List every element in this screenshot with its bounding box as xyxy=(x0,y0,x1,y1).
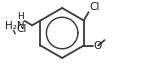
Text: H₂N: H₂N xyxy=(5,21,24,30)
Text: Cl: Cl xyxy=(16,24,26,34)
Text: Cl: Cl xyxy=(89,2,99,12)
Text: O: O xyxy=(93,41,101,50)
Text: H: H xyxy=(17,12,24,21)
